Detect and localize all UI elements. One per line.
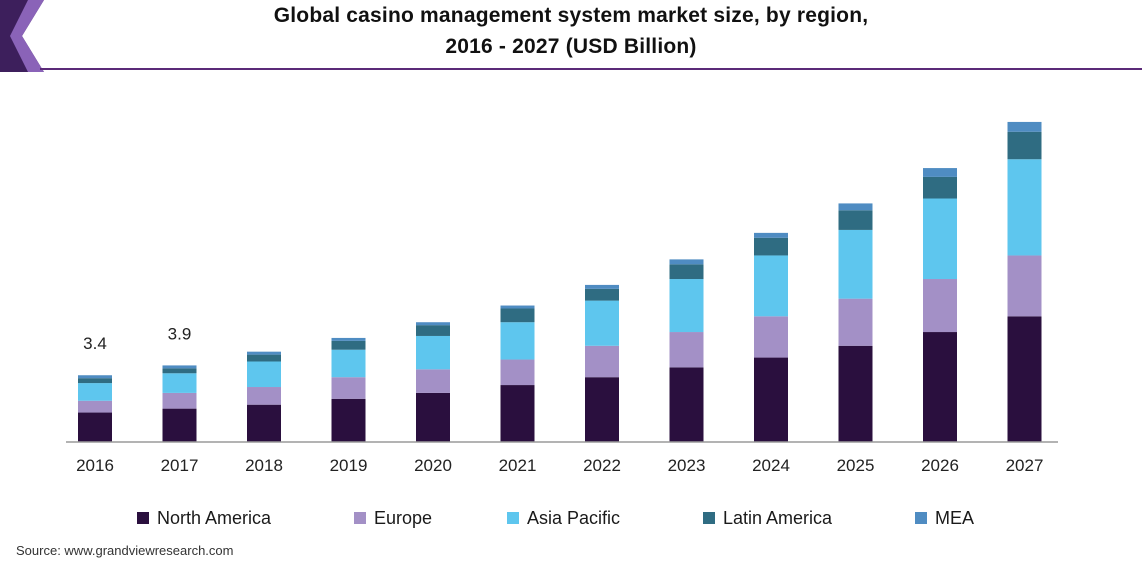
bar-2021-europe: [500, 359, 535, 386]
bar-2016-mea: [78, 375, 112, 379]
x-tick-label-2026: 2026: [921, 456, 959, 475]
chart-plot: 2016 2017 2018 2019 2020 2021 2022 2023 2024 2025…: [66, 121, 1058, 475]
data-label-2016: 3.4: [83, 334, 107, 353]
bar-2020-europe: [416, 369, 450, 393]
bar-2027-north-america: [1007, 316, 1042, 442]
bar-2018-mea: [247, 351, 281, 355]
bar-2024-mea: [754, 232, 788, 238]
bar-2019-north-america: [331, 398, 366, 442]
x-tick-label-2017: 2017: [161, 456, 199, 475]
bar-2016-asia-pacific: [78, 383, 112, 401]
bar-2018-europe: [247, 387, 281, 405]
bar-2023-europe: [669, 332, 704, 368]
bar-2017-europe: [162, 392, 197, 409]
legend-item-europe: Europe: [354, 505, 432, 531]
bar-2017-north-america: [162, 408, 197, 442]
x-tick-label-2023: 2023: [668, 456, 706, 475]
x-tick-label-2019: 2019: [330, 456, 368, 475]
legend-swatch: [507, 512, 519, 524]
bar-2026-asia-pacific: [923, 198, 957, 280]
x-tick-label-2027: 2027: [1006, 456, 1044, 475]
bar-2023-asia-pacific: [669, 279, 704, 333]
data-label-2017: 3.9: [168, 324, 192, 343]
bars-layer: [78, 121, 1042, 442]
bar-2019-europe: [331, 377, 366, 399]
data-labels: 3.4 3.9: [83, 324, 191, 353]
bar-2022-latin-america: [585, 288, 619, 301]
legend-swatch: [703, 512, 715, 524]
legend-swatch: [137, 512, 149, 524]
bar-2018-asia-pacific: [247, 361, 281, 388]
x-tick-label-2020: 2020: [414, 456, 452, 475]
bar-2020-mea: [416, 322, 450, 326]
legend-item-latin-america: Latin America: [703, 505, 832, 531]
bar-2017-asia-pacific: [162, 373, 197, 393]
bar-2027-asia-pacific: [1007, 159, 1042, 256]
bar-2027-latin-america: [1007, 131, 1042, 160]
header-rule: [40, 68, 1142, 70]
bar-2021-mea: [500, 305, 535, 309]
bar-2020-asia-pacific: [416, 335, 450, 370]
bar-2022-mea: [585, 284, 619, 289]
bar-2025-latin-america: [838, 210, 873, 230]
bar-2025-mea: [838, 203, 873, 211]
header-accent-shape: [0, 0, 44, 72]
bar-2024-north-america: [754, 357, 788, 442]
bar-2026-north-america: [923, 332, 957, 442]
bar-2025-asia-pacific: [838, 229, 873, 299]
bar-2027-mea: [1007, 121, 1042, 132]
legend-swatch: [915, 512, 927, 524]
bar-2016-north-america: [78, 412, 112, 442]
bar-2024-asia-pacific: [754, 255, 788, 317]
bar-2024-latin-america: [754, 237, 788, 256]
legend-swatch: [354, 512, 366, 524]
legend-item-asia-pacific: Asia Pacific: [507, 505, 620, 531]
x-tick-label-2025: 2025: [837, 456, 875, 475]
bar-2021-north-america: [500, 385, 535, 442]
bar-2026-europe: [923, 279, 957, 333]
bar-2019-latin-america: [331, 340, 366, 350]
bar-2021-latin-america: [500, 308, 535, 323]
legend: North America Europe Asia Pacific Latin Ame…: [0, 505, 1142, 531]
source-note: Source: www.grandviewresearch.com: [16, 543, 234, 558]
bar-2023-latin-america: [669, 264, 704, 280]
bar-2021-asia-pacific: [500, 322, 535, 360]
legend-label: Europe: [374, 507, 433, 528]
legend-label: Asia Pacific: [527, 507, 621, 528]
x-tick-label-2022: 2022: [583, 456, 621, 475]
legend-item-north-america: North America: [137, 505, 271, 531]
bar-2017-mea: [162, 365, 197, 369]
bar-2017-latin-america: [162, 368, 197, 374]
x-tick-label-2016: 2016: [76, 456, 114, 475]
x-tick-labels: 2016 2017 2018 2019 2020 2021 2022 2023 2024 2025…: [76, 456, 1043, 475]
bar-2020-latin-america: [416, 325, 450, 336]
bar-2023-north-america: [669, 367, 704, 442]
bar-2019-mea: [331, 337, 366, 341]
bar-2018-latin-america: [247, 354, 281, 362]
bar-2016-europe: [78, 400, 112, 413]
bar-2019-asia-pacific: [331, 349, 366, 378]
bar-2023-mea: [669, 259, 704, 265]
chart-title-line-2: 2016 - 2027 (USD Billion): [445, 35, 697, 58]
bar-2025-europe: [838, 298, 873, 346]
legend-label: Latin America: [723, 507, 833, 528]
bar-2027-europe: [1007, 255, 1042, 317]
bar-2022-europe: [585, 345, 619, 378]
bar-2026-latin-america: [923, 176, 957, 199]
x-tick-label-2024: 2024: [752, 456, 790, 475]
x-tick-label-2021: 2021: [499, 456, 537, 475]
x-tick-label-2018: 2018: [245, 456, 283, 475]
chart-title-line-1: Global casino management system market s…: [273, 4, 869, 27]
legend-label: North America: [157, 507, 272, 528]
bar-2018-north-america: [247, 404, 281, 442]
bar-2022-asia-pacific: [585, 300, 619, 346]
legend-item-mea: MEA: [915, 505, 974, 531]
legend-label: MEA: [935, 507, 975, 528]
bar-2026-mea: [923, 168, 957, 177]
bar-2022-north-america: [585, 377, 619, 442]
bar-2016-latin-america: [78, 378, 112, 384]
bar-2025-north-america: [838, 345, 873, 442]
bar-2024-europe: [754, 316, 788, 358]
bar-2020-north-america: [416, 392, 450, 442]
